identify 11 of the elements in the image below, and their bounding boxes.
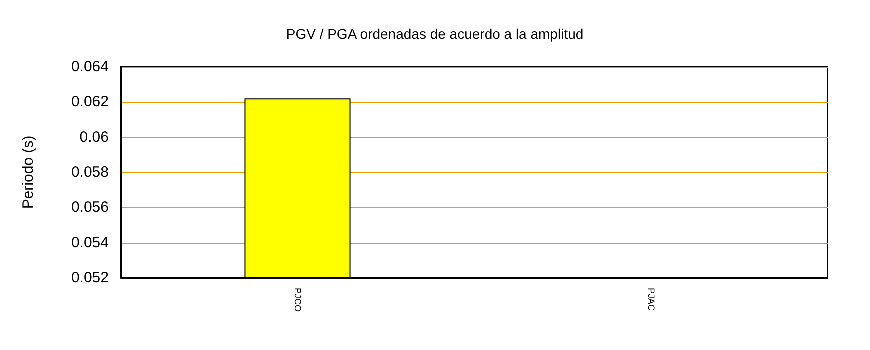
y-tick-label: 0.058 — [71, 164, 109, 181]
chart-title: PGV / PGA ordenadas de acuerdo a la amplitud — [286, 26, 584, 42]
y-tick-label: 0.062 — [71, 94, 109, 111]
y-axis-title: Periodo (s) — [20, 136, 37, 210]
y-tick-label: 0.052 — [71, 270, 109, 286]
y-tick-label: 0.064 — [71, 58, 109, 76]
x-tick-label: PJAC — [646, 288, 656, 312]
y-tick-label: 0.06 — [80, 128, 109, 146]
y-tick-label: 0.056 — [71, 199, 109, 216]
y-tick-label: 0.054 — [71, 234, 109, 252]
x-tick-label: PJCO — [292, 288, 303, 312]
